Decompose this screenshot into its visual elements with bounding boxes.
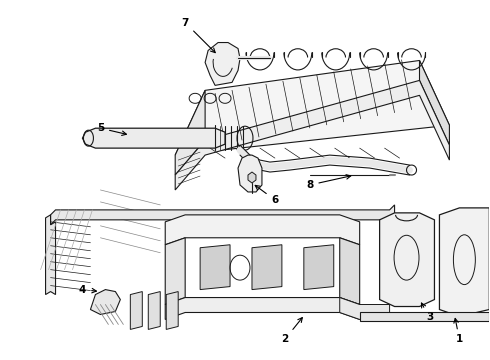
Polygon shape [130, 292, 142, 329]
Polygon shape [200, 245, 230, 289]
Text: 1: 1 [454, 319, 463, 345]
Text: 2: 2 [281, 318, 302, 345]
Text: 7: 7 [181, 18, 215, 53]
Text: 6: 6 [255, 185, 278, 205]
Polygon shape [340, 238, 360, 305]
Polygon shape [166, 292, 178, 329]
Polygon shape [50, 205, 394, 225]
Polygon shape [165, 238, 185, 305]
Polygon shape [82, 128, 225, 148]
Polygon shape [238, 155, 262, 192]
Polygon shape [165, 215, 360, 245]
Polygon shape [248, 172, 256, 183]
Polygon shape [380, 213, 435, 306]
Polygon shape [175, 80, 449, 190]
Polygon shape [340, 298, 390, 319]
Polygon shape [46, 215, 55, 294]
Polygon shape [175, 90, 205, 175]
Polygon shape [304, 245, 334, 289]
Polygon shape [175, 60, 449, 155]
Polygon shape [419, 60, 449, 145]
Polygon shape [440, 208, 490, 316]
Text: 3: 3 [421, 303, 433, 323]
Polygon shape [91, 289, 121, 315]
Polygon shape [252, 245, 282, 289]
Polygon shape [360, 312, 490, 321]
Polygon shape [148, 292, 160, 329]
Polygon shape [205, 42, 240, 85]
Polygon shape [165, 298, 360, 319]
Text: 5: 5 [97, 123, 126, 135]
Text: 8: 8 [306, 175, 351, 190]
Text: 4: 4 [79, 284, 97, 294]
